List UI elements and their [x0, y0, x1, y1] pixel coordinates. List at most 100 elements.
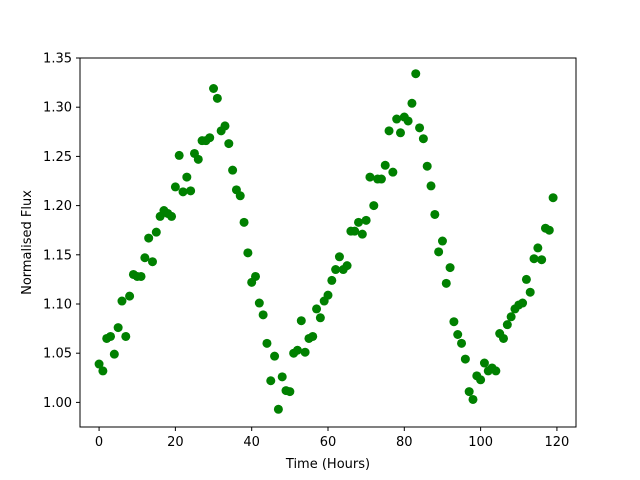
data-point: [144, 233, 154, 243]
data-point: [235, 191, 245, 201]
data-point: [529, 254, 539, 264]
y-axis-ticks: 1.00 1.05 1.10 1.15 1.20 1.25 1.30 1.35: [43, 52, 80, 411]
data-point: [502, 320, 512, 330]
data-point: [464, 387, 474, 397]
data-point: [354, 217, 364, 227]
x-tick-label: 20: [167, 435, 184, 450]
data-point: [167, 211, 177, 221]
data-point: [457, 338, 467, 348]
data-point: [323, 290, 333, 300]
data-point: [174, 150, 184, 160]
x-tick-label: 60: [320, 435, 337, 450]
data-point: [460, 354, 470, 364]
data-point: [430, 209, 440, 219]
data-point: [376, 174, 386, 184]
data-point: [434, 247, 444, 257]
data-point: [426, 181, 436, 191]
y-tick-label: 1.00: [43, 396, 72, 411]
data-point: [98, 366, 108, 376]
data-point: [186, 186, 196, 196]
data-point: [369, 201, 379, 211]
y-tick-label: 1.10: [43, 298, 72, 313]
data-point: [254, 298, 264, 308]
data-point: [544, 225, 554, 235]
data-point: [193, 154, 203, 164]
data-point: [499, 333, 509, 343]
data-point: [380, 160, 390, 170]
x-tick-label: 100: [468, 435, 493, 450]
data-point: [136, 271, 146, 281]
x-tick-label: 40: [243, 435, 260, 450]
data-point: [357, 229, 367, 239]
data-point: [300, 347, 310, 357]
data-point: [262, 338, 272, 348]
data-point: [361, 215, 371, 225]
data-point: [365, 172, 375, 182]
y-axis-title: Normalised Flux: [20, 190, 35, 295]
data-point: [220, 121, 230, 131]
data-point: [441, 278, 451, 288]
data-point: [418, 134, 428, 144]
data-point: [224, 139, 234, 149]
data-point: [258, 310, 268, 320]
x-axis-ticks: 0 20 40 60 80 100 120: [95, 427, 569, 450]
data-point: [518, 298, 528, 308]
data-point: [468, 394, 478, 404]
data-point: [350, 226, 360, 236]
data-point: [239, 217, 249, 227]
data-points: [94, 69, 558, 414]
data-point: [113, 323, 123, 333]
data-point: [506, 312, 516, 322]
y-tick-label: 1.15: [43, 248, 72, 263]
y-tick-label: 1.20: [43, 199, 72, 214]
data-point: [327, 275, 337, 285]
data-point: [140, 253, 150, 263]
data-point: [537, 255, 547, 265]
plot-frame: [79, 57, 577, 428]
data-point: [106, 331, 116, 341]
data-point: [334, 252, 344, 262]
data-point: [392, 114, 402, 124]
x-axis-title: Time (Hours): [285, 457, 370, 472]
data-point: [209, 84, 219, 94]
data-point: [182, 172, 192, 182]
data-point: [476, 375, 486, 385]
data-point: [491, 366, 501, 376]
data-point: [296, 316, 306, 326]
data-point: [315, 313, 325, 323]
data-point: [533, 243, 543, 253]
data-point: [270, 351, 280, 361]
y-tick-label: 1.30: [43, 101, 72, 116]
data-point: [308, 331, 318, 341]
data-point: [109, 349, 119, 359]
data-point: [178, 187, 188, 197]
data-point: [170, 182, 180, 192]
data-point: [407, 98, 417, 108]
data-point: [285, 387, 295, 397]
data-point: [331, 265, 341, 275]
data-point: [273, 404, 283, 414]
y-tick-label: 1.25: [43, 150, 72, 165]
x-tick-label: 120: [545, 435, 570, 450]
data-point: [525, 287, 535, 297]
data-point: [228, 165, 238, 175]
data-point: [449, 317, 459, 327]
data-point: [388, 167, 398, 177]
data-point: [342, 261, 352, 271]
data-point: [445, 263, 455, 273]
x-tick-label: 80: [396, 435, 413, 450]
data-point: [251, 271, 261, 281]
data-point: [395, 128, 405, 138]
data-point: [243, 248, 253, 258]
data-point: [125, 291, 135, 301]
data-point: [94, 359, 104, 369]
data-point: [422, 161, 432, 171]
data-point: [403, 116, 413, 126]
data-point: [151, 227, 161, 237]
data-point: [212, 93, 222, 103]
data-point: [312, 304, 322, 314]
data-point: [415, 123, 425, 133]
data-point: [453, 330, 463, 340]
data-point: [292, 345, 302, 355]
